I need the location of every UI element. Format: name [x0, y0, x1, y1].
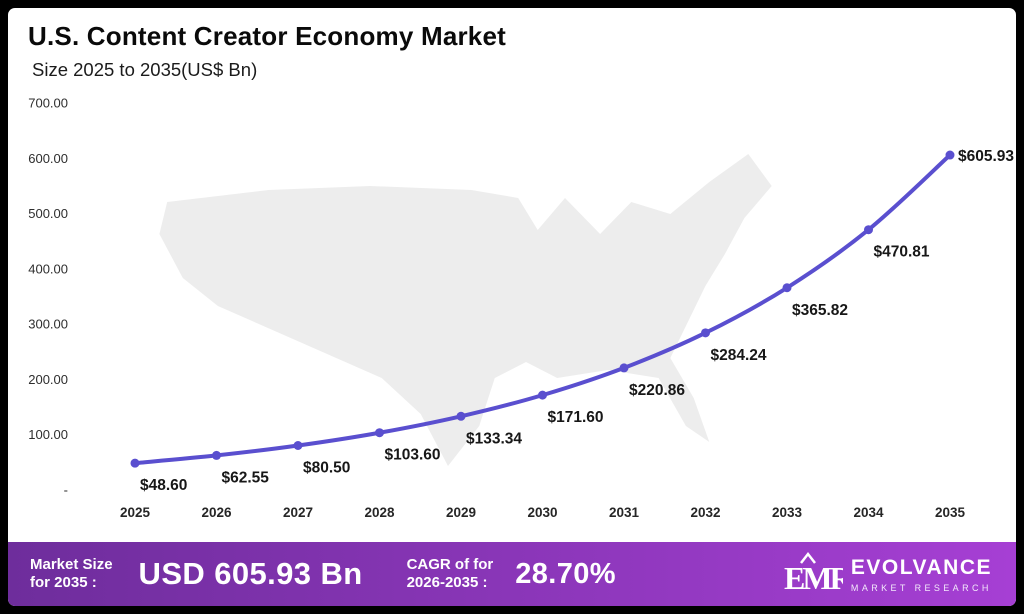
data-point-label: $220.86: [629, 382, 685, 399]
y-axis-tick-label: 700.00: [28, 96, 68, 111]
data-point-label: $470.81: [874, 244, 930, 261]
data-point-marker: [538, 390, 547, 400]
x-axis-tick-label: 2035: [935, 505, 966, 520]
x-axis-tick-label: 2031: [609, 505, 640, 520]
data-point-marker: [212, 450, 221, 460]
data-point-label: $103.60: [385, 447, 441, 464]
x-axis-tick-label: 2032: [690, 505, 720, 520]
data-point-label: $605.93: [958, 148, 1014, 165]
data-point-marker: [701, 328, 710, 338]
x-axis-tick-label: 2025: [120, 505, 151, 520]
x-axis-tick-label: 2027: [283, 505, 313, 520]
data-point-marker: [782, 283, 792, 293]
y-axis-tick-label: -: [64, 483, 68, 498]
data-point-marker: [456, 411, 466, 421]
chart-card: U.S. Content Creator Economy Market Size…: [8, 8, 1016, 606]
us-map-silhouette: [159, 154, 772, 466]
data-point-marker: [375, 428, 384, 438]
data-point-marker: [864, 225, 873, 235]
x-axis-tick-label: 2030: [527, 505, 557, 520]
y-axis-tick-label: 400.00: [28, 261, 68, 276]
data-point-label: $62.55: [222, 469, 270, 486]
y-axis-tick-label: 200.00: [28, 372, 68, 387]
data-point-label: $48.60: [140, 477, 187, 494]
y-axis-tick-label: 600.00: [28, 151, 68, 166]
x-axis-tick-label: 2029: [446, 505, 476, 520]
x-axis-tick-label: 2034: [853, 505, 884, 520]
cagr-value: 28.70%: [515, 557, 616, 590]
x-axis-tick-label: 2026: [201, 505, 232, 520]
market-size-label: Market Size for 2035 :: [30, 556, 113, 591]
data-point-label: $284.24: [711, 347, 767, 364]
x-axis-tick-label: 2028: [364, 505, 395, 520]
y-axis-tick-label: 300.00: [28, 317, 68, 332]
brand-logo: EMR EVOLVANCE MARKET RESEARCH: [783, 551, 992, 597]
data-point-label: $80.50: [303, 459, 350, 476]
svg-text:EMR: EMR: [784, 560, 843, 596]
x-axis-tick-label: 2033: [772, 505, 803, 520]
data-point-marker: [293, 440, 303, 450]
chart-title: U.S. Content Creator Economy Market: [28, 21, 506, 51]
data-point-label: $133.34: [466, 430, 522, 447]
cagr-label: CAGR of for 2026-2035 :: [406, 556, 494, 591]
chart-subtitle: Size 2025 to 2035(US$ Bn): [32, 59, 258, 80]
data-point-label: $365.82: [792, 302, 848, 319]
brand-text: EVOLVANCE MARKET RESEARCH: [851, 556, 992, 593]
footer-banner: Market Size for 2035 : USD 605.93 Bn CAG…: [8, 542, 1016, 606]
data-point-marker: [130, 458, 140, 468]
data-point-label: $171.60: [548, 409, 604, 426]
y-axis-tick-label: 100.00: [28, 427, 68, 442]
y-axis-tick-label: 500.00: [28, 206, 68, 221]
brand-name: EVOLVANCE: [850, 555, 992, 579]
data-point-marker: [945, 150, 955, 160]
brand-tagline: MARKET RESEARCH: [850, 582, 992, 593]
emr-logo-icon: EMR: [784, 551, 843, 596]
data-point-marker: [619, 363, 629, 373]
market-size-value: USD 605.93 Bn: [138, 556, 363, 591]
market-line-chart: 700.00 600.00 500.00 400.00 300.00 200.00 100.…: [28, 96, 1014, 521]
